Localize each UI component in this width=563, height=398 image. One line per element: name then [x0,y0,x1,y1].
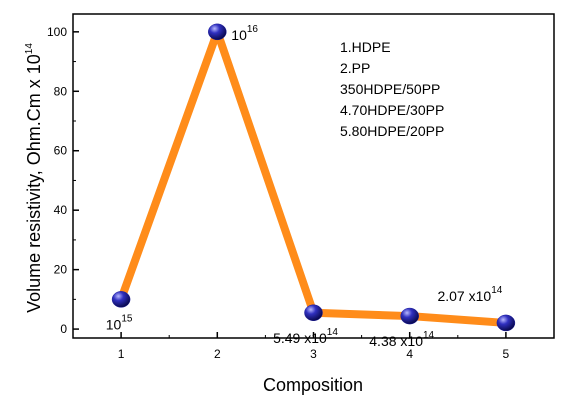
legend-entry: 4.70HDPE/30PP [340,102,444,118]
point-labels: 1015 1016 5.49 x1014 4.38 x1014 2.07 x1014 [106,24,503,349]
series-line [117,27,510,327]
data-point [400,307,419,325]
x-tick-label: 5 [503,347,510,361]
x-axis-title: Composition [263,375,363,395]
legend-entry: 2.PP [340,60,370,76]
x-tick-label: 2 [214,347,221,361]
legend: 1.HDPE 2.PP 350HDPE/50PP 4.70HDPE/30PP 5.80H… [340,39,444,139]
x-tick-label: 1 [118,347,125,361]
y-tick-label: 60 [54,144,68,158]
data-point [111,291,131,308]
x-tick-label: 4 [406,347,413,361]
x-axis: 1 2 3 4 5 [118,332,510,361]
data-point [304,304,323,322]
series-markers [111,23,516,332]
y-tick-label: 100 [47,25,67,39]
y-tick-label: 0 [60,322,67,336]
legend-entry: 350HDPE/50PP [340,81,440,97]
point-label: 1016 [231,24,258,43]
y-tick-label: 40 [54,203,68,217]
point-label: 2.07 x1014 [437,285,502,304]
x-tick-label: 3 [310,347,317,361]
data-point [208,23,227,41]
y-tick-label: 80 [54,84,68,98]
point-label: 5.49 x1014 [273,327,338,346]
data-point [496,314,516,332]
point-label: 1015 [106,313,133,332]
y-axis: 0 20 40 60 80 100 [47,25,79,336]
y-tick-label: 20 [54,263,68,277]
point-label: 4.38 x1014 [369,330,434,349]
y-axis-title: Volume resistivity, Ohm.Cm x 1014 [24,43,44,313]
legend-entry: 1.HDPE [340,39,391,55]
legend-entry: 5.80HDPE/20PP [340,123,444,139]
